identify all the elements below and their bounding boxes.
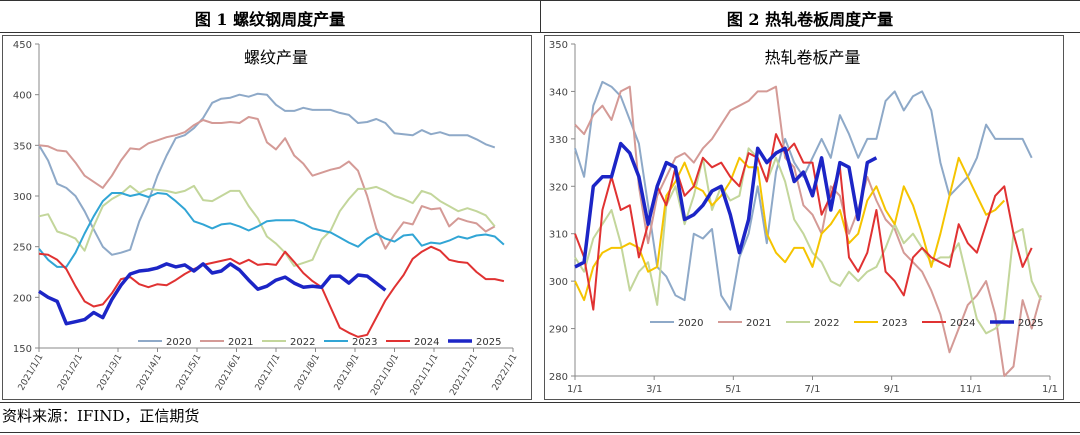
chart-title: 螺纹产量 [244,48,308,67]
y-tick-label: 250 [13,243,32,254]
series-line-2024 [574,133,1033,311]
y-tick-label: 280 [549,372,568,383]
legend-label: 2022 [814,318,839,329]
legend-label: 2022 [290,337,315,348]
legend-label: 2021 [746,318,771,329]
series-line-2025 [574,141,878,269]
x-tick-label: 2021/1/1 [17,353,46,393]
legend-label: 2025 [1018,318,1043,329]
y-tick-label: 350 [549,40,568,51]
series-line-2023 [574,156,1006,302]
x-tick-label: 2021/2/1 [56,353,85,393]
x-tick-label: 2021/10/1 [369,353,401,398]
y-tick-label: 150 [13,344,32,355]
y-tick-label: 310 [549,230,568,241]
x-tick-label: 1/1 [567,384,583,395]
y-tick-label: 400 [13,91,32,102]
x-tick-label: 2021/3/1 [96,353,125,393]
x-tick-label: 3/1 [646,384,662,395]
x-tick-label: 2021/11/1 [409,353,441,398]
series-line-2021 [38,116,496,250]
x-tick-label: 5/1 [725,384,741,395]
legend-label: 2024 [950,318,975,329]
figure-2-title: 图 2 热轧卷板周度产量 [726,10,894,29]
figure-1-title: 图 1 螺纹钢周度产量 [194,10,346,29]
y-tick-label: 340 [549,87,568,98]
series-line-2025 [38,262,387,326]
legend-label: 2020 [166,337,191,348]
series-line-2020 [38,92,496,256]
series-line-2021 [574,85,1042,377]
legend-label: 2024 [414,337,439,348]
series-line-2022 [574,147,1042,335]
x-tick-label: 2021/9/1 [333,353,362,393]
x-tick-label: 2021/8/1 [293,353,322,393]
rebar-production-chart: 150 200 250 300 350 400 450 2021/1/1 2021/2/1 202… [13,40,520,398]
legend-label: 2023 [882,318,907,329]
x-tick-label: 2021/5/1 [175,353,204,393]
x-tick-label: 2022/1/1 [491,353,520,393]
y-tick-label: 300 [13,192,32,203]
x-tick-label: 2021/6/1 [214,353,243,393]
x-tick-label: 2021/12/1 [448,353,480,398]
legend-label: 2021 [228,337,253,348]
legend-label: 2020 [678,318,703,329]
x-tick-label: 1/1 [1042,384,1058,395]
data-source-note: 资料来源：IFIND，正信期货 [2,407,200,425]
x-tick-label: 9/1 [884,384,900,395]
y-tick-label: 300 [549,277,568,288]
y-tick-label: 450 [13,40,32,51]
y-tick-label: 200 [13,293,32,304]
y-tick-label: 320 [549,182,568,193]
hot-rolled-coil-production-chart: 280 290 300 310 320 330 340 350 1/1 3/1 5/1 7/1 9/1 1… [549,40,1058,395]
legend-label: 2025 [476,337,501,348]
x-tick-label: 11/1 [960,384,982,395]
legend-label: 2023 [352,337,377,348]
y-tick-label: 290 [549,325,568,336]
x-tick-label: 2021/7/1 [254,353,283,393]
chart-panel-rebar: 150 200 250 300 350 400 450 2021/1/1 2021/2/1 202… [2,35,532,400]
x-tick-label: 2021/4/1 [135,353,164,393]
y-tick-label: 350 [13,141,32,152]
chart-title: 热轧卷板产量 [764,48,860,67]
series-line-2023 [38,192,505,268]
series-line-2024 [38,245,505,338]
x-tick-label: 7/1 [804,384,820,395]
chart-panel-hot-rolled-coil: 280 290 300 310 320 330 340 350 1/1 3/1 5/1 7/1 9/1 1… [544,35,1064,400]
series-line-2022 [38,184,496,267]
y-tick-label: 330 [549,135,568,146]
